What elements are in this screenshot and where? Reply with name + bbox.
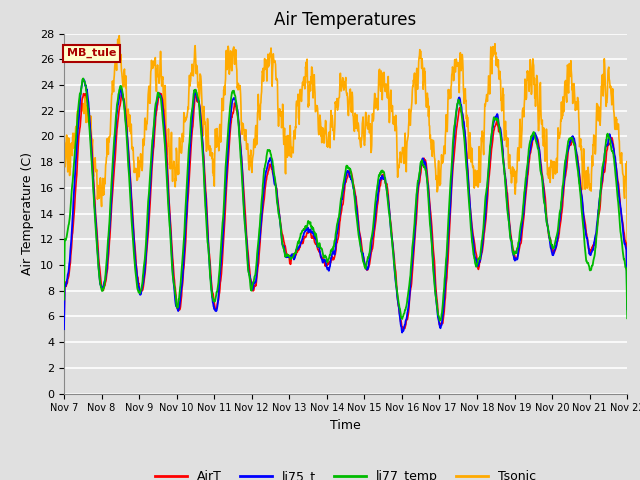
Y-axis label: Air Temperature (C): Air Temperature (C) [22,152,35,275]
Title: Air Temperatures: Air Temperatures [275,11,417,29]
X-axis label: Time: Time [330,419,361,432]
Legend: AirT, li75_t, li77_temp, Tsonic: AirT, li75_t, li77_temp, Tsonic [150,465,541,480]
Text: MB_tule: MB_tule [67,48,116,58]
